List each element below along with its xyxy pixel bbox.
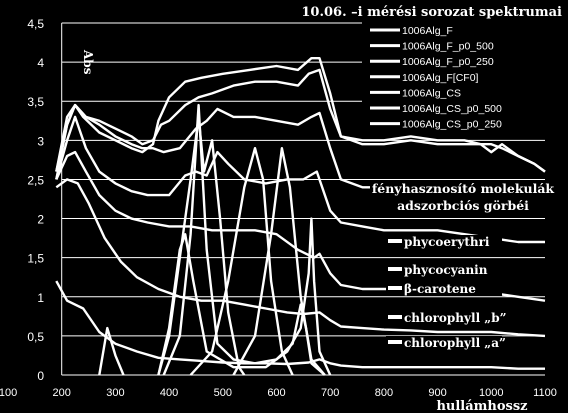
molecule-annotation: fényhasznosító molekulák adszorbciós görb… xyxy=(370,180,560,350)
annotation-entry-bg xyxy=(386,282,502,296)
x-tick-label: 700 xyxy=(321,387,339,399)
annotation-entry-bg xyxy=(386,263,502,277)
x-tick-label: 600 xyxy=(267,387,285,399)
x-tick-label: 1100 xyxy=(533,387,557,399)
annotation-label: phycoerythri xyxy=(404,235,490,249)
annotation-entry-bg xyxy=(386,311,502,325)
annotation-heading-line: adszorbciós görbéi xyxy=(397,198,529,213)
legend: 1006Alg_F 1006Alg_F_p0_500 1006Alg_F_p0_25… xyxy=(362,20,552,134)
series-line-10 xyxy=(162,103,326,376)
y-tick-label: 2,5 xyxy=(27,173,44,187)
annotation-label: chlorophyll „b” xyxy=(404,311,507,325)
y-axis-ticks: 0 0,5 1 1,5 2 2,5 3 3,5 4 4,5 xyxy=(27,17,44,383)
x-tick-label: 400 xyxy=(160,387,178,399)
legend-label: 1006Alg_CS_p0_500 xyxy=(402,103,502,115)
x-axis-label: hullámhossz xyxy=(436,399,527,413)
y-axis-label: Abs xyxy=(81,49,95,75)
x-tick-label: 500 xyxy=(214,387,232,399)
y-tick-label: 4 xyxy=(37,56,44,70)
y-tick-label: 0,5 xyxy=(27,330,44,344)
series-line-7 xyxy=(189,147,294,376)
annotation-heading-line: fényhasznosító molekulák xyxy=(372,181,555,196)
legend-label: 1006Alg_F[CF0] xyxy=(402,72,479,84)
annotation-heading-bg xyxy=(370,180,560,216)
legend-label: 1006Alg_F_p0_250 xyxy=(402,56,494,68)
series-line-3 xyxy=(55,115,545,244)
legend-label: 1006Alg_F_p0_500 xyxy=(402,41,494,53)
y-tick-label: 1 xyxy=(37,291,44,305)
y-tick-label: 3,5 xyxy=(27,95,44,109)
y-tick-label: 3 xyxy=(37,134,44,148)
chart-title: 10.06. –i mérési sorozat spektrumai xyxy=(301,5,562,20)
y-tick-label: 2 xyxy=(37,213,44,227)
series-layer xyxy=(55,57,546,376)
annotation-label: β-carotene xyxy=(404,282,476,296)
x-tick-label: 800 xyxy=(375,387,393,399)
y-tick-label: 4,5 xyxy=(27,17,44,31)
x-axis-ticks: 100 200 300 400 500 600 700 800 900 1000 1100 xyxy=(0,387,557,399)
annotation-entry-bg xyxy=(386,336,502,350)
x-tick-label: 100 xyxy=(0,387,17,399)
x-tick-label: 300 xyxy=(106,387,124,399)
legend-label: 1006Alg_CS xyxy=(402,87,461,99)
series-line-11 xyxy=(157,217,332,376)
x-tick-label: 1000 xyxy=(479,387,503,399)
x-tick-label: 900 xyxy=(428,387,446,399)
annotation-label: phycocyanin xyxy=(404,263,488,277)
y-tick-label: 0 xyxy=(37,369,44,383)
x-tick-label: 200 xyxy=(53,387,71,399)
series-line-12 xyxy=(98,326,125,376)
legend-label: 1006Alg_CS_p0_250 xyxy=(402,119,502,131)
legend-label: 1006Alg_F xyxy=(402,25,453,37)
y-tick-label: 1,5 xyxy=(27,252,44,266)
annotation-label: chlorophyll „a” xyxy=(404,336,506,350)
series-line-1 xyxy=(55,68,546,173)
annotation-entry-bg xyxy=(386,235,502,249)
